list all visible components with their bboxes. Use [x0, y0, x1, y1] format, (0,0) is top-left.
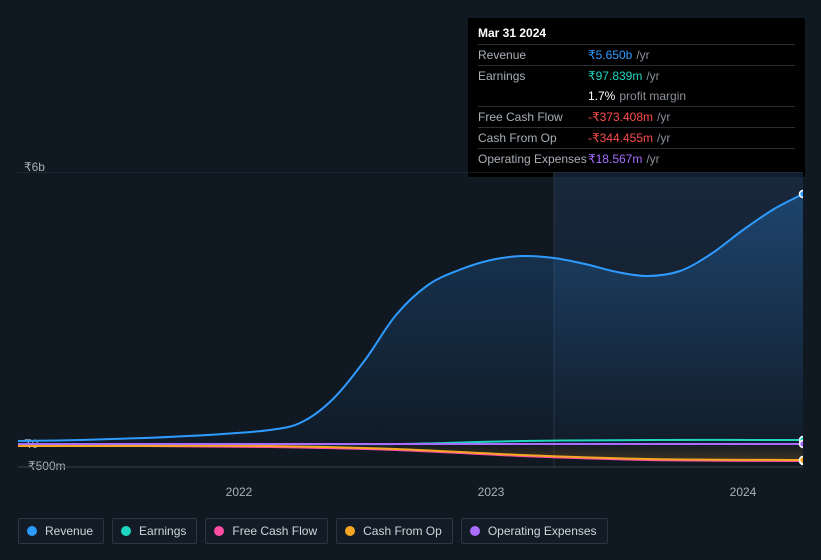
tooltip-row-label: Cash From Op [478, 131, 588, 145]
legend-label: Earnings [139, 524, 186, 538]
legend-label: Cash From Op [363, 524, 442, 538]
chart-legend: Revenue Earnings Free Cash Flow Cash From O… [18, 518, 608, 544]
tooltip-row-label: Free Cash Flow [478, 110, 588, 124]
tooltip-row: Cash From Op-₹344.455m/yr [478, 127, 795, 148]
legend-swatch [214, 526, 224, 536]
legend-label: Free Cash Flow [232, 524, 317, 538]
tooltip-row: Free Cash Flow-₹373.408m/yr [478, 106, 795, 127]
legend-swatch [470, 526, 480, 536]
x-axis-label: 2023 [478, 485, 505, 499]
legend-swatch [121, 526, 131, 536]
tooltip-row: Operating Expenses₹18.567m/yr [478, 148, 795, 169]
tooltip-row-label: Operating Expenses [478, 152, 588, 166]
chart-tooltip: Mar 31 2024 Revenue₹5.650b/yrEarnings₹97… [468, 18, 805, 177]
legend-item-revenue[interactable]: Revenue [18, 518, 104, 544]
tooltip-row-value: ₹5.650b/yr [588, 48, 650, 62]
tooltip-row-value: -₹344.455m/yr [588, 131, 670, 145]
tooltip-row: Revenue₹5.650b/yr [478, 44, 795, 65]
tooltip-row: Earnings₹97.839m/yr [478, 65, 795, 86]
tooltip-row-value: ₹18.567m/yr [588, 152, 660, 166]
tooltip-row-value: ₹97.839m/yr [588, 69, 660, 83]
tooltip-row-value: -₹373.408m/yr [588, 110, 670, 124]
tooltip-rows: Revenue₹5.650b/yrEarnings₹97.839m/yr1.7%… [478, 44, 795, 169]
legend-item-cash_op[interactable]: Cash From Op [336, 518, 453, 544]
legend-swatch [345, 526, 355, 536]
x-axis-label: 2024 [730, 485, 757, 499]
tooltip-row-label: Revenue [478, 48, 588, 62]
legend-label: Operating Expenses [488, 524, 597, 538]
chart-svg [18, 172, 803, 482]
financials-chart[interactable] [18, 172, 803, 482]
x-axis-label: 2022 [226, 485, 253, 499]
legend-item-earnings[interactable]: Earnings [112, 518, 197, 544]
tooltip-date: Mar 31 2024 [478, 26, 795, 44]
tooltip-row: 1.7%profit margin [478, 86, 795, 106]
tooltip-row-label [478, 89, 588, 103]
legend-item-opex[interactable]: Operating Expenses [461, 518, 608, 544]
legend-label: Revenue [45, 524, 93, 538]
tooltip-row-label: Earnings [478, 69, 588, 83]
legend-item-fcf[interactable]: Free Cash Flow [205, 518, 328, 544]
tooltip-row-value: 1.7%profit margin [588, 89, 686, 103]
legend-swatch [27, 526, 37, 536]
